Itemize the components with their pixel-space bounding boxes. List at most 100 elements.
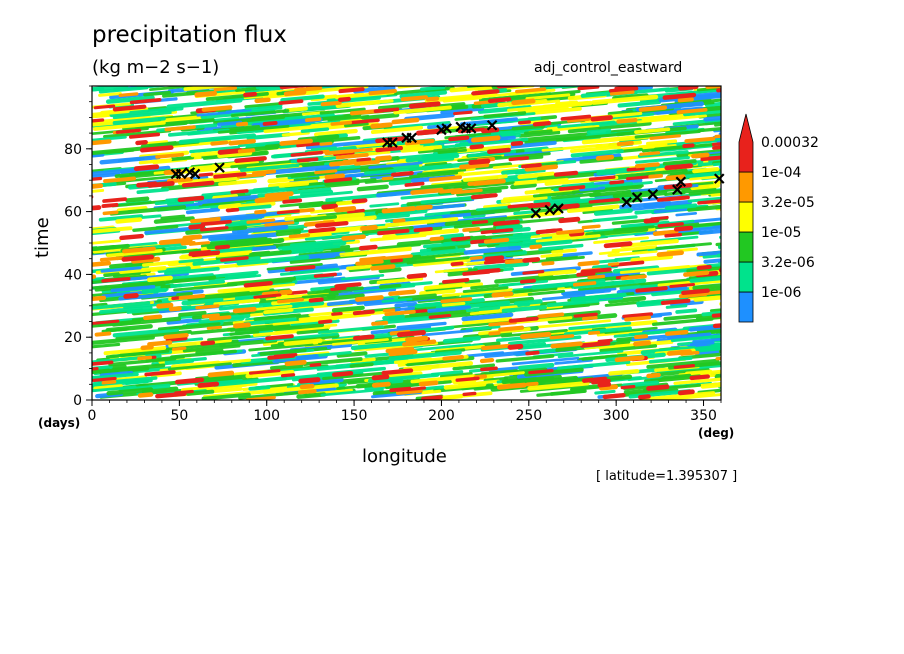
field-streak	[251, 304, 293, 311]
field-streak	[205, 91, 269, 102]
field-streak	[283, 338, 323, 346]
field-streak	[356, 184, 389, 192]
field-peak	[235, 121, 249, 127]
field-peak	[346, 118, 380, 125]
field-streak	[570, 144, 621, 154]
field-peak	[243, 281, 273, 288]
field-peak	[691, 152, 710, 159]
field-streak	[733, 357, 799, 363]
field-peak	[92, 360, 114, 366]
field-streak	[178, 310, 207, 317]
field-streak	[150, 275, 217, 286]
field-peak	[358, 244, 378, 251]
field-streak	[368, 372, 440, 383]
field-streak	[105, 95, 155, 104]
field-streak	[533, 376, 594, 386]
field-peak	[332, 370, 354, 377]
field-peak	[201, 105, 233, 112]
field-streak	[243, 317, 297, 326]
field-streak	[92, 109, 130, 117]
field-peak	[598, 384, 619, 391]
field-streak	[379, 283, 402, 289]
field-streak	[457, 144, 512, 154]
cross-marker	[175, 168, 187, 180]
field-peak	[634, 162, 660, 169]
field-peak	[712, 145, 721, 150]
field-streak	[262, 302, 295, 309]
field-streak	[701, 310, 721, 317]
field-streak	[557, 120, 616, 129]
field-peak	[597, 338, 613, 343]
field-peak	[428, 313, 452, 319]
field-peak	[470, 135, 501, 143]
field-peak	[522, 269, 545, 275]
field-peak	[318, 319, 333, 324]
field-streak	[369, 202, 400, 208]
field-streak	[417, 156, 455, 164]
field-streak	[98, 86, 149, 94]
field-streak	[236, 254, 310, 266]
field-streak	[388, 179, 412, 186]
cross-marker	[530, 207, 542, 219]
field-streak	[229, 323, 290, 332]
cross-marker	[214, 162, 225, 173]
field-streak	[458, 379, 500, 387]
field-streak	[717, 260, 721, 264]
field-peak	[308, 226, 336, 234]
field-peak	[371, 381, 391, 388]
field-peak	[356, 157, 372, 163]
field-peak	[410, 187, 444, 195]
field-streak	[673, 377, 721, 386]
field-peak	[519, 278, 536, 284]
field-streak	[714, 122, 721, 127]
field-streak	[696, 86, 721, 92]
field-peak	[448, 135, 470, 142]
field-streak	[556, 360, 631, 371]
field-streak	[538, 243, 584, 251]
field-streak	[105, 324, 153, 333]
field-streak	[578, 282, 646, 292]
field-streak	[729, 328, 790, 333]
x-tick-label: 150	[341, 408, 368, 424]
field-peak	[413, 226, 433, 233]
field-peak	[165, 336, 188, 342]
field-peak	[580, 340, 611, 348]
field-streak	[278, 181, 310, 188]
field-peak	[129, 98, 162, 105]
field-streak	[533, 196, 581, 204]
field-streak	[115, 217, 143, 224]
field-streak	[246, 162, 296, 170]
field-peak	[137, 355, 153, 361]
field-peak	[418, 380, 439, 387]
field-peak	[678, 291, 708, 299]
field-streak	[727, 396, 771, 400]
field-streak	[513, 286, 558, 294]
cross-marker	[675, 176, 687, 188]
field-streak	[381, 297, 413, 303]
field-streak	[714, 374, 721, 379]
field-streak	[92, 172, 121, 179]
field-streak	[132, 224, 179, 232]
field-peak	[481, 127, 500, 134]
field-streak	[639, 391, 716, 400]
field-streak	[585, 227, 649, 237]
field-streak	[296, 392, 327, 399]
cross-marker	[544, 204, 556, 216]
field-peak	[681, 288, 710, 295]
field-streak	[692, 337, 721, 344]
field-streak	[648, 356, 693, 364]
x-tick-label: 0	[88, 408, 97, 424]
field-streak	[641, 143, 714, 153]
field-streak	[462, 317, 512, 325]
field-peak	[662, 92, 697, 100]
colorbar-label: 1e-06	[761, 285, 801, 301]
field-streak	[99, 305, 153, 314]
field-streak	[634, 129, 701, 139]
field-streak	[653, 207, 688, 214]
field-streak	[160, 214, 186, 220]
field-peak	[568, 230, 585, 237]
field-streak	[729, 307, 783, 312]
field-streak	[361, 225, 414, 234]
field-streak	[549, 389, 587, 396]
x-tick-label: 250	[515, 408, 542, 424]
